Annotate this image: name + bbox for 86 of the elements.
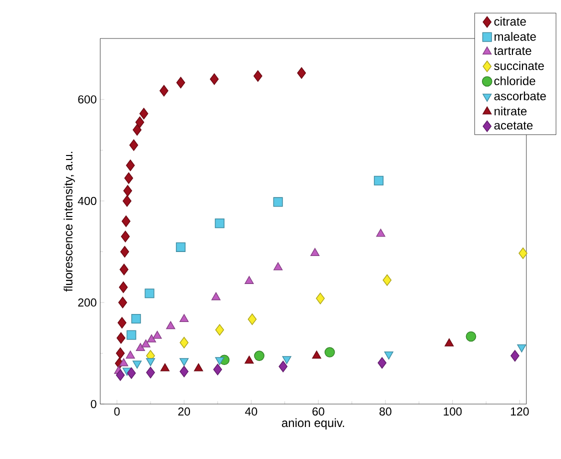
legend-label: chloride bbox=[494, 76, 536, 86]
point bbox=[297, 67, 306, 79]
point bbox=[123, 185, 132, 197]
point bbox=[310, 248, 320, 256]
x-tick-label: 80 bbox=[380, 407, 392, 416]
point bbox=[316, 292, 325, 304]
point bbox=[119, 358, 128, 366]
point bbox=[194, 363, 204, 372]
point bbox=[274, 262, 283, 270]
legend-label: acetate bbox=[494, 122, 533, 130]
point bbox=[444, 338, 454, 346]
point bbox=[152, 330, 162, 339]
point bbox=[166, 321, 176, 330]
point bbox=[374, 176, 384, 186]
point bbox=[139, 108, 148, 120]
point bbox=[382, 274, 392, 286]
point bbox=[160, 85, 168, 97]
point bbox=[176, 242, 186, 252]
point bbox=[278, 360, 288, 372]
point bbox=[126, 160, 135, 172]
y-axis-title: fluorescence intensity, a.u. bbox=[64, 152, 75, 292]
point bbox=[118, 296, 128, 308]
point bbox=[144, 288, 154, 298]
legend-label: citrate bbox=[494, 16, 526, 26]
x-tick-label: 0 bbox=[114, 407, 120, 416]
x-tick-label: 100 bbox=[444, 407, 462, 416]
point bbox=[244, 276, 254, 284]
point bbox=[126, 367, 136, 379]
point bbox=[116, 369, 125, 381]
point bbox=[124, 172, 134, 184]
point bbox=[116, 348, 125, 360]
point bbox=[126, 350, 135, 359]
y-tick-label: 0 bbox=[90, 400, 96, 408]
x-tick-label: 120 bbox=[510, 407, 529, 416]
y-tick-label: 400 bbox=[78, 196, 96, 206]
point bbox=[180, 366, 188, 378]
x-axis-title: anion equiv. bbox=[282, 418, 344, 430]
point bbox=[120, 246, 130, 258]
point bbox=[131, 314, 141, 324]
y-tick-label: 600 bbox=[78, 95, 96, 104]
point bbox=[118, 317, 126, 329]
x-tick-label: 60 bbox=[312, 407, 324, 416]
x-tick-label: 20 bbox=[178, 407, 190, 416]
point bbox=[135, 116, 144, 128]
point bbox=[118, 282, 128, 294]
point bbox=[126, 330, 136, 340]
point bbox=[211, 292, 220, 300]
legend-label: ascorbate bbox=[494, 92, 546, 100]
point bbox=[376, 228, 386, 237]
point bbox=[160, 363, 170, 372]
point bbox=[129, 139, 138, 151]
point bbox=[215, 324, 224, 336]
point bbox=[210, 73, 219, 85]
legend-label: maleate bbox=[494, 32, 536, 41]
point bbox=[213, 364, 222, 376]
point bbox=[180, 336, 188, 348]
point bbox=[214, 218, 224, 228]
legend-label: tartrate bbox=[494, 47, 532, 56]
point bbox=[122, 195, 132, 207]
y-tick-label: 200 bbox=[78, 298, 96, 307]
point bbox=[116, 332, 126, 344]
point bbox=[176, 76, 186, 88]
point bbox=[254, 350, 264, 362]
x-tick-label: 40 bbox=[245, 407, 258, 416]
point bbox=[136, 343, 145, 352]
point bbox=[273, 197, 283, 207]
point bbox=[146, 366, 155, 378]
legend-label: succinate bbox=[494, 61, 544, 70]
point bbox=[141, 340, 150, 348]
point bbox=[122, 216, 130, 228]
point bbox=[324, 347, 335, 358]
point bbox=[132, 124, 142, 136]
point bbox=[120, 264, 128, 276]
point bbox=[244, 356, 254, 364]
point bbox=[254, 70, 262, 82]
point bbox=[147, 334, 156, 342]
point bbox=[120, 230, 130, 242]
point bbox=[312, 350, 322, 359]
point bbox=[248, 314, 257, 326]
point bbox=[180, 314, 189, 322]
legend-label: nitrate bbox=[494, 106, 527, 116]
point bbox=[510, 350, 520, 362]
point bbox=[378, 357, 386, 369]
point bbox=[518, 248, 528, 260]
point bbox=[466, 331, 476, 342]
point bbox=[517, 344, 526, 352]
